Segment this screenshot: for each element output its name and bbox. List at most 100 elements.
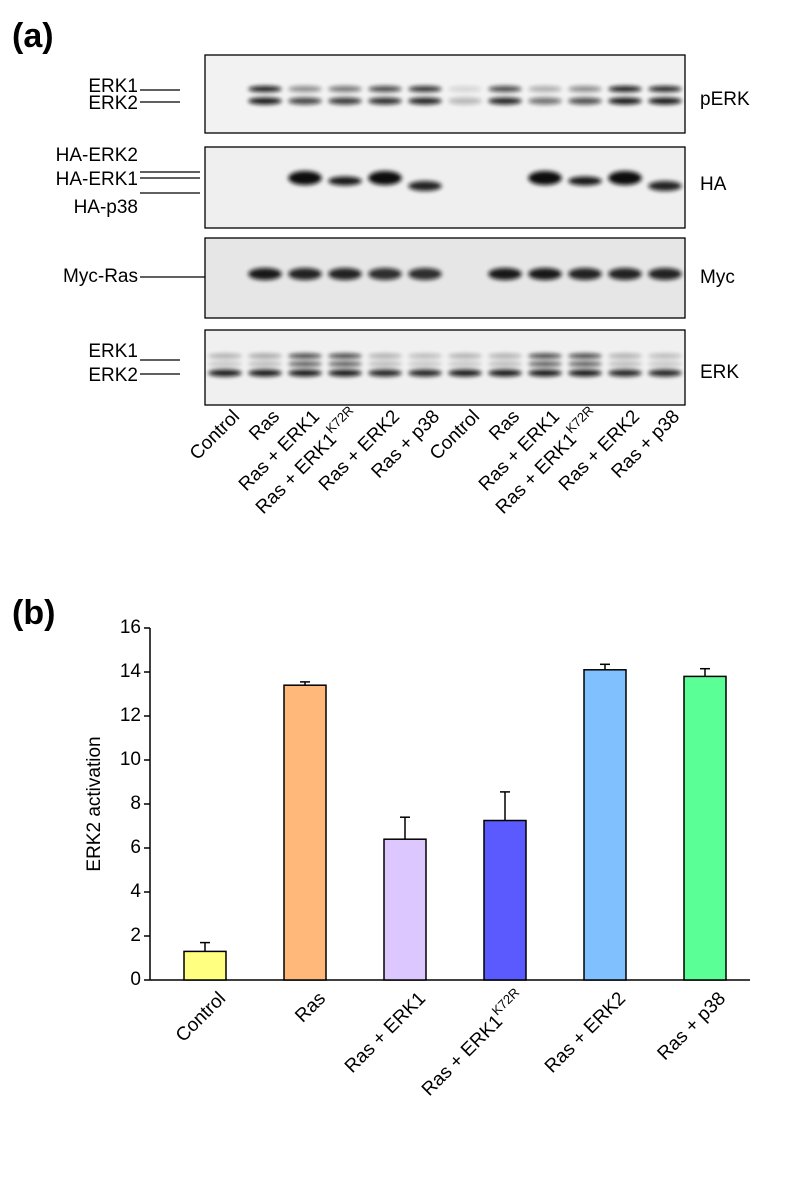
bar [183, 950, 227, 981]
band [448, 97, 482, 105]
band [528, 86, 562, 92]
band [528, 369, 562, 377]
band [608, 171, 642, 185]
band [288, 171, 322, 185]
x-tick-label-text: Control [172, 988, 230, 1046]
band [568, 353, 602, 359]
band [368, 361, 402, 367]
band [568, 97, 602, 105]
band [608, 361, 642, 367]
y-tick-label: 8 [130, 793, 141, 814]
band [368, 171, 402, 185]
y-tick-label: 6 [130, 837, 141, 858]
marker-label: ERK1 [88, 76, 138, 97]
band [368, 268, 402, 280]
marker-label: ERK1 [88, 341, 138, 362]
band [408, 181, 442, 191]
lane-label-sup: K72R [563, 403, 597, 437]
band [328, 361, 362, 367]
band [568, 268, 602, 280]
panel-label: (b) [12, 594, 55, 632]
band [248, 361, 282, 367]
band [648, 97, 682, 105]
band [408, 86, 442, 92]
x-tick-label: Ras + ERK1 [341, 988, 430, 1077]
band [248, 97, 282, 105]
band [488, 268, 522, 280]
y-tick-label: 0 [130, 969, 141, 990]
band [208, 361, 242, 367]
band [528, 353, 562, 359]
blot-box [204, 54, 686, 134]
marker-label: HA-ERK2 [56, 145, 138, 166]
lane-label: Control [186, 406, 244, 464]
band [488, 361, 522, 367]
x-tick-label-text: Ras + ERK2 [541, 988, 630, 1077]
band [608, 97, 642, 105]
x-tick-label-text: Ras + ERK1 [418, 1011, 507, 1100]
bar [283, 684, 327, 981]
marker-label: ERK2 [88, 93, 138, 114]
band [288, 97, 322, 105]
band [208, 353, 242, 359]
x-tick-label: Ras + ERK2 [541, 988, 630, 1077]
band [328, 97, 362, 105]
bar [583, 669, 627, 981]
band [488, 97, 522, 105]
band [608, 268, 642, 280]
band [408, 361, 442, 367]
lane-label-text: Control [186, 406, 244, 464]
band [368, 86, 402, 92]
y-tick-label: 12 [120, 705, 141, 726]
band [608, 86, 642, 92]
band [568, 176, 602, 186]
x-tick-label-text: Ras + ERK1 [341, 988, 430, 1077]
y-axis-title: ERK2 activation [84, 736, 105, 871]
panel-label: (a) [12, 17, 54, 55]
band [408, 369, 442, 377]
band [528, 268, 562, 280]
band [248, 353, 282, 359]
band [368, 97, 402, 105]
band [368, 369, 402, 377]
x-tick-label-text: Ras [291, 988, 330, 1027]
blot-name: pERK [700, 89, 750, 110]
band [288, 268, 322, 280]
band [408, 268, 442, 280]
band [568, 361, 602, 367]
x-tick-label: Ras + p38 [654, 988, 730, 1064]
x-tick-label-sup: K72R [489, 985, 523, 1019]
band [408, 353, 442, 359]
band [368, 353, 402, 359]
marker-label: Myc-Ras [63, 266, 138, 287]
blot-name: ERK [700, 362, 739, 383]
blot-name: Myc [700, 267, 735, 288]
x-tick-label-text: Ras + p38 [654, 988, 730, 1064]
band [648, 268, 682, 280]
blot-box [204, 237, 686, 319]
marker-label: ERK2 [88, 365, 138, 386]
x-tick-label: Control [172, 988, 230, 1046]
band [448, 361, 482, 367]
x-tick-label: Ras [291, 988, 330, 1027]
band [288, 369, 322, 377]
band [328, 176, 362, 186]
bar [383, 838, 427, 981]
band [328, 268, 362, 280]
band [568, 369, 602, 377]
band [208, 369, 242, 377]
band [328, 369, 362, 377]
blot-box [204, 146, 686, 229]
band [528, 171, 562, 185]
band [448, 353, 482, 359]
y-tick-label: 14 [120, 661, 142, 682]
blot-box [204, 329, 686, 406]
bar [483, 819, 527, 981]
band [608, 369, 642, 377]
band [408, 97, 442, 105]
y-tick-label: 2 [130, 925, 141, 946]
marker-label: HA-p38 [74, 197, 138, 218]
y-tick-label: 10 [120, 749, 141, 770]
band [648, 86, 682, 92]
